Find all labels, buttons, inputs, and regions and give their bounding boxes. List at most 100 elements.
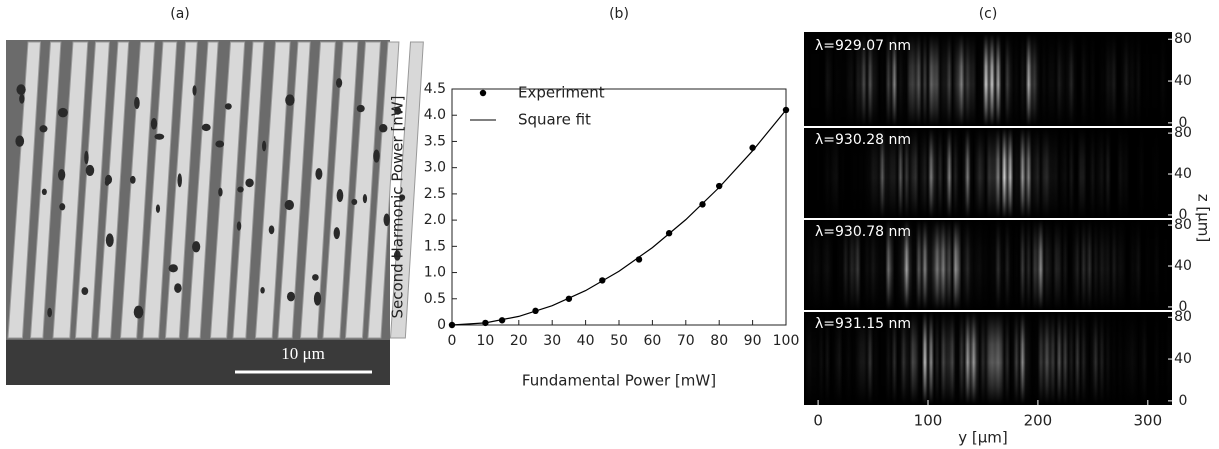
panel-label: (c) (979, 6, 998, 22)
ridge (367, 41, 400, 339)
pit (192, 241, 201, 253)
x-tick-label: 300 (1133, 412, 1162, 430)
pit (286, 291, 296, 302)
pit (315, 168, 323, 180)
pit (236, 221, 242, 231)
legend-label: Experiment (518, 84, 605, 102)
pit (262, 140, 267, 152)
pit (59, 203, 66, 211)
z-tick-label: 80 (1174, 217, 1192, 233)
panel-label: (a) (170, 6, 190, 22)
z-tick-label: 40 (1174, 166, 1192, 182)
data-point (716, 182, 723, 190)
pit (150, 118, 158, 130)
pit (399, 194, 406, 201)
data-point (498, 317, 506, 324)
panel-c: (c) y [μm] z [μm] λ=929.07 nm 0 40 80 λ=930.… (804, 6, 1213, 447)
pit (356, 104, 365, 113)
x-tick-label: 100 (773, 333, 800, 349)
pit (333, 227, 340, 240)
x-axis-label: y [μm] (958, 429, 1008, 447)
ridge (232, 41, 265, 339)
pit (313, 291, 322, 306)
pit (351, 198, 358, 206)
pit (47, 307, 53, 318)
image-label: λ=929.07 nm (815, 38, 911, 54)
ridge (119, 41, 156, 339)
pit (218, 187, 223, 197)
ridges (7, 41, 424, 339)
y-tick-label: 1.5 (424, 238, 446, 254)
pit (215, 140, 225, 148)
pit (393, 250, 401, 261)
z-tick-label: 80 (1174, 31, 1192, 47)
z-tick-label: 0 (1179, 207, 1188, 223)
x-tick-label: 30 (543, 333, 561, 349)
pit (177, 173, 182, 188)
image-fade (806, 220, 1172, 310)
plot-frame (451, 88, 787, 326)
pit (192, 85, 197, 96)
ridge (74, 41, 110, 339)
y-tick-label: 2.5 (424, 186, 446, 202)
pit (335, 78, 343, 88)
scale-bar-label: 10 μm (281, 344, 325, 363)
pit (154, 133, 165, 140)
pit (19, 94, 25, 104)
ridge (187, 41, 219, 339)
x-tick-label: 80 (710, 333, 728, 349)
y-tick-label: 1.0 (424, 265, 446, 281)
z-tick-label: 0 (1179, 115, 1188, 131)
pit (378, 123, 388, 133)
x-tick-label: 0 (448, 333, 457, 349)
pit (57, 169, 66, 181)
pit (268, 225, 275, 235)
ridge (52, 41, 89, 339)
pit (373, 149, 380, 163)
image-label: λ=930.28 nm (815, 132, 911, 148)
y-tick-label: 2.0 (424, 212, 446, 228)
substrate (6, 340, 390, 385)
ridge (7, 41, 41, 339)
x-tick-label: 100 (914, 412, 943, 430)
image-label: λ=930.78 nm (815, 224, 911, 240)
legend-swatch (479, 89, 487, 97)
x-tick-label: 200 (1024, 412, 1053, 430)
ridge (97, 41, 130, 339)
pit (362, 194, 368, 204)
pit (336, 189, 344, 203)
image-fade (806, 312, 1172, 404)
pit (15, 135, 25, 147)
y-tick-label: 4.0 (424, 107, 446, 123)
pit (134, 96, 140, 110)
y-axis-label: Second Harmonic Power [nW] (389, 96, 407, 319)
x-tick-label: 70 (677, 333, 695, 349)
fit-line (451, 109, 787, 326)
panel-a: (a) 10 μm (6, 6, 424, 385)
pit (383, 213, 390, 227)
z-tick-label: 0 (1179, 393, 1188, 409)
pit (394, 106, 402, 115)
ridge (142, 41, 178, 339)
y-tick-label: 3.0 (424, 160, 446, 176)
y-tick-label: 0.5 (424, 291, 446, 307)
panel-b: (b) Fundamental Power [mW] Second Harmon… (389, 6, 800, 390)
pit (85, 164, 95, 177)
pit (130, 175, 136, 184)
pit (312, 274, 319, 281)
image-label: λ=931.15 nm (815, 316, 911, 332)
ridge (164, 41, 198, 339)
ridge (277, 41, 311, 339)
z-tick-label: 0 (1179, 299, 1188, 315)
image-fade (806, 128, 1172, 218)
pit (237, 186, 244, 193)
pit (224, 103, 232, 110)
y-tick-label: 0 (437, 317, 446, 333)
pit (105, 174, 113, 185)
z-tick-label: 40 (1174, 351, 1192, 367)
pit (174, 283, 182, 293)
pit (41, 188, 47, 196)
pit (81, 287, 89, 295)
legend-label: Square fit (518, 111, 591, 129)
